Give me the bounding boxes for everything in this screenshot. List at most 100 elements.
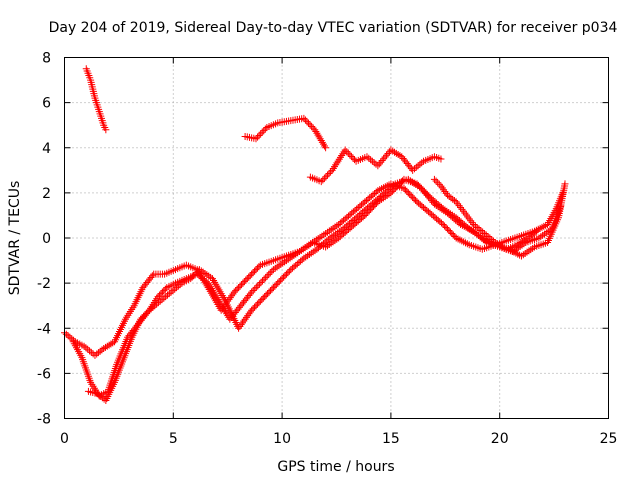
data-point [364,208,372,216]
y-tick-label: -6 [37,366,51,382]
data-point [437,182,445,190]
data-point [367,156,375,164]
series-trace-f [84,175,569,404]
y-tick-label: 2 [42,186,51,202]
data-point [347,152,355,160]
data-point [226,294,234,302]
data-point [439,220,447,228]
series-trace-b [241,114,330,152]
data-point [367,205,375,213]
data-point [64,332,72,340]
data-point [520,236,528,244]
data-point [434,179,442,187]
data-point [513,241,521,249]
data-point [396,180,404,188]
data-point [236,282,244,290]
data-point [363,153,371,161]
data-point [261,125,269,133]
data-point [193,270,201,278]
data-point [419,186,427,194]
data-point [236,322,244,330]
data-point [257,130,265,138]
data-point [246,272,254,280]
data-point [98,346,106,354]
data-point [253,264,261,272]
data-point [62,330,70,338]
data-point [269,284,277,292]
data-point [374,162,382,170]
data-point [275,278,283,286]
data-point [414,162,422,170]
data-point [400,184,408,192]
data-point [249,305,257,313]
data-point [169,287,177,295]
data-point [220,306,228,314]
data-point [213,294,221,302]
data-point [371,201,379,209]
data-point [308,122,316,130]
y-tick-label: -4 [37,321,51,337]
data-point [365,154,373,162]
data-point [266,269,274,277]
data-point [445,226,453,234]
data-point [303,118,311,126]
data-point [413,180,421,188]
data-point [242,276,250,284]
data-point [475,225,483,233]
data-point [341,146,349,154]
data-point [449,231,457,239]
data-point [406,190,414,198]
data-point [202,278,210,286]
data-point [300,114,308,122]
data-point [105,341,113,349]
data-point [321,142,329,150]
data-point [158,296,166,304]
data-point [282,270,290,278]
data-point [442,223,450,231]
data-point [210,288,218,296]
x-tick-labels: 0 5 10 15 20 25 [60,431,617,447]
data-point [174,282,182,290]
data-point [495,241,503,249]
data-point [365,207,373,215]
data-point [519,237,527,245]
y-tick-label: -2 [37,276,51,292]
data-point [142,309,150,317]
data-point [271,282,279,290]
data-point [416,160,424,168]
data-point [84,345,92,353]
data-point [412,196,420,204]
data-point [260,127,268,135]
x-tick-label: 20 [491,431,509,447]
data-point [246,290,254,298]
x-tick-label: 15 [382,431,400,447]
data-point [412,163,420,171]
data-point [448,229,456,237]
data-point [422,189,430,197]
data-point [407,192,415,200]
data-point [228,292,236,300]
data-point [107,340,115,348]
x-axis-title: GPS time / hours [277,459,394,475]
data-point [425,192,433,200]
data-point [240,317,248,325]
axis-ticks [64,57,609,419]
data-point [242,313,250,321]
data-point [249,269,257,277]
data-point [86,347,94,355]
x-tick-label: 10 [273,431,291,447]
data-point [230,288,238,296]
data-point [158,288,166,296]
data-point [361,211,369,219]
data-point [414,181,422,189]
data-point [351,156,359,164]
data-point [418,159,426,167]
data-point [370,159,378,167]
data-point [80,342,88,350]
data-point [390,186,398,194]
data-point [313,129,321,137]
data-point [249,287,257,295]
data-point [477,226,485,234]
data-point [533,227,541,235]
